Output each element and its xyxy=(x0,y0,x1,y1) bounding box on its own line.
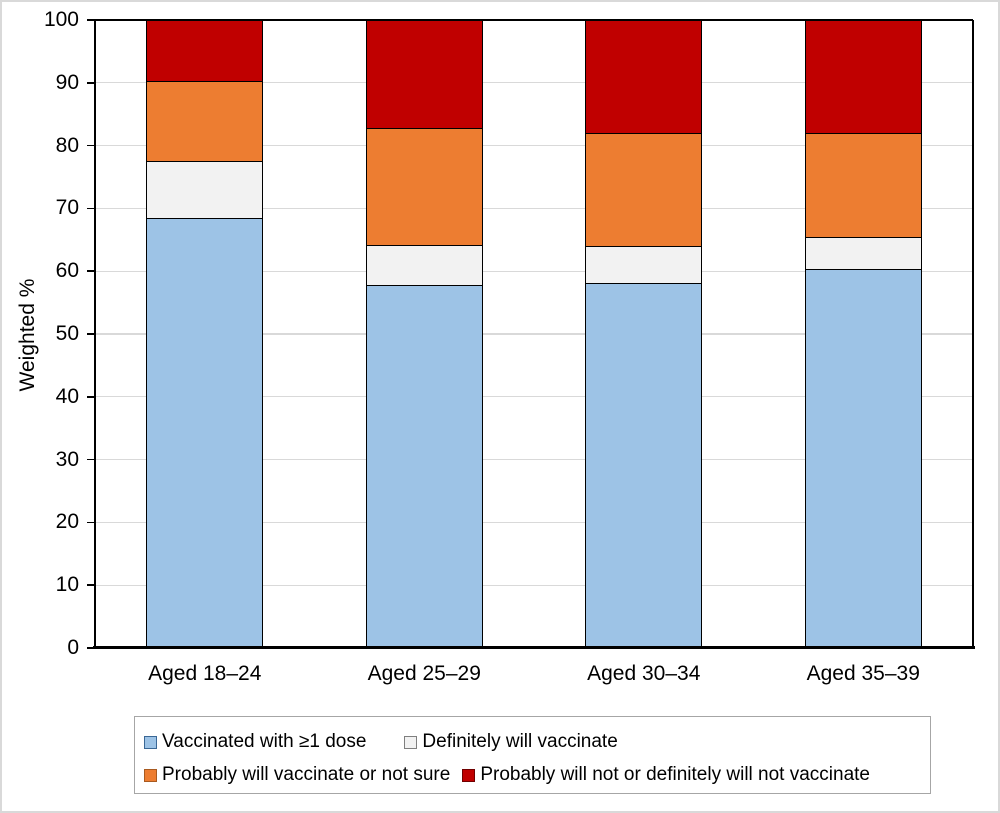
gridline xyxy=(95,333,973,335)
bar-segment xyxy=(805,21,921,135)
bar-segment xyxy=(805,238,921,271)
plot-border-right xyxy=(972,20,974,648)
gridline xyxy=(95,270,973,272)
y-tick-mark xyxy=(87,82,95,84)
bar-segment xyxy=(147,82,263,162)
y-tick-mark xyxy=(87,396,95,398)
x-tick-label: Aged 35–39 xyxy=(806,662,920,685)
gridline xyxy=(95,82,973,84)
legend-swatch xyxy=(144,735,157,749)
bar-segment xyxy=(586,283,702,647)
bar-segment xyxy=(147,218,263,647)
y-tick-label: 30 xyxy=(55,447,79,471)
legend-label: Definitely will vaccinate xyxy=(422,731,618,752)
bar-aged-30-34 xyxy=(585,20,703,648)
y-tick-label: 100 xyxy=(43,8,79,31)
legend: Vaccinated with ≥1 dose Definitely will v… xyxy=(134,716,931,794)
legend-label: Probably will vaccinate or not sure xyxy=(162,764,451,785)
y-tick-mark xyxy=(87,270,95,272)
y-tick-label: 60 xyxy=(55,259,79,283)
y-tick-label: 80 xyxy=(55,133,79,157)
bar-segment xyxy=(586,134,702,247)
gridline xyxy=(95,396,973,398)
legend-row: Vaccinated with ≥1 dose Definitely will v… xyxy=(144,727,930,757)
legend-label: Probably will not or definitely will not… xyxy=(480,764,870,785)
legend-swatch xyxy=(462,768,476,782)
plot-area xyxy=(93,19,975,649)
y-tick-mark xyxy=(87,521,95,524)
x-tick-label: Aged 18–24 xyxy=(148,662,262,685)
y-axis-line xyxy=(94,20,96,648)
gridline xyxy=(95,458,973,461)
bar-segment xyxy=(586,21,702,135)
y-tick-label: 40 xyxy=(55,384,79,408)
legend-swatch xyxy=(144,768,157,782)
gridline xyxy=(95,521,973,524)
x-tick-label: Aged 30–34 xyxy=(587,662,701,685)
bar-aged-18-24 xyxy=(146,20,264,648)
gridline xyxy=(95,207,973,210)
y-tick-mark xyxy=(87,584,95,586)
y-tick-mark xyxy=(87,458,95,461)
bar-segment xyxy=(366,245,482,287)
y-tick-label: 90 xyxy=(55,70,79,94)
bar-segment xyxy=(147,161,263,219)
y-tick-mark xyxy=(87,19,95,21)
legend-entry: Definitely will vaccinate xyxy=(404,731,618,753)
bar-segment xyxy=(366,21,482,129)
bar-segment xyxy=(366,286,482,647)
y-tick-label: 0 xyxy=(67,636,79,659)
gridline xyxy=(95,144,973,147)
y-tick-label: 20 xyxy=(55,510,79,534)
x-axis-line xyxy=(93,646,975,649)
legend-entry: Probably will vaccinate or not sure xyxy=(144,764,450,786)
legend-row: Probably will vaccinate or not sure Proba… xyxy=(144,760,930,790)
legend-label: Vaccinated with ≥1 dose xyxy=(162,731,367,752)
plot-border-top xyxy=(95,19,973,21)
x-tick-label: Aged 25–29 xyxy=(367,662,481,685)
gridline xyxy=(95,584,973,586)
y-tick-label: 50 xyxy=(55,322,79,345)
y-tick-mark xyxy=(87,207,95,210)
y-tick-mark xyxy=(87,144,95,147)
bar-segment xyxy=(805,134,921,239)
bar-segment xyxy=(147,21,263,83)
legend-entry: Probably will not or definitely will not… xyxy=(462,764,870,786)
bar-segment xyxy=(366,128,482,246)
legend-swatch xyxy=(404,735,418,749)
y-tick-label: 10 xyxy=(55,573,79,597)
bar-segment xyxy=(805,270,921,647)
legend-entry: Vaccinated with ≥1 dose xyxy=(144,731,366,753)
bar-aged-35-39 xyxy=(804,20,922,648)
y-tick-mark xyxy=(87,333,95,335)
bar-segment xyxy=(586,246,702,284)
bar-aged-25-29 xyxy=(365,20,483,648)
y-tick-mark xyxy=(87,647,95,649)
y-tick-label: 70 xyxy=(55,196,79,220)
